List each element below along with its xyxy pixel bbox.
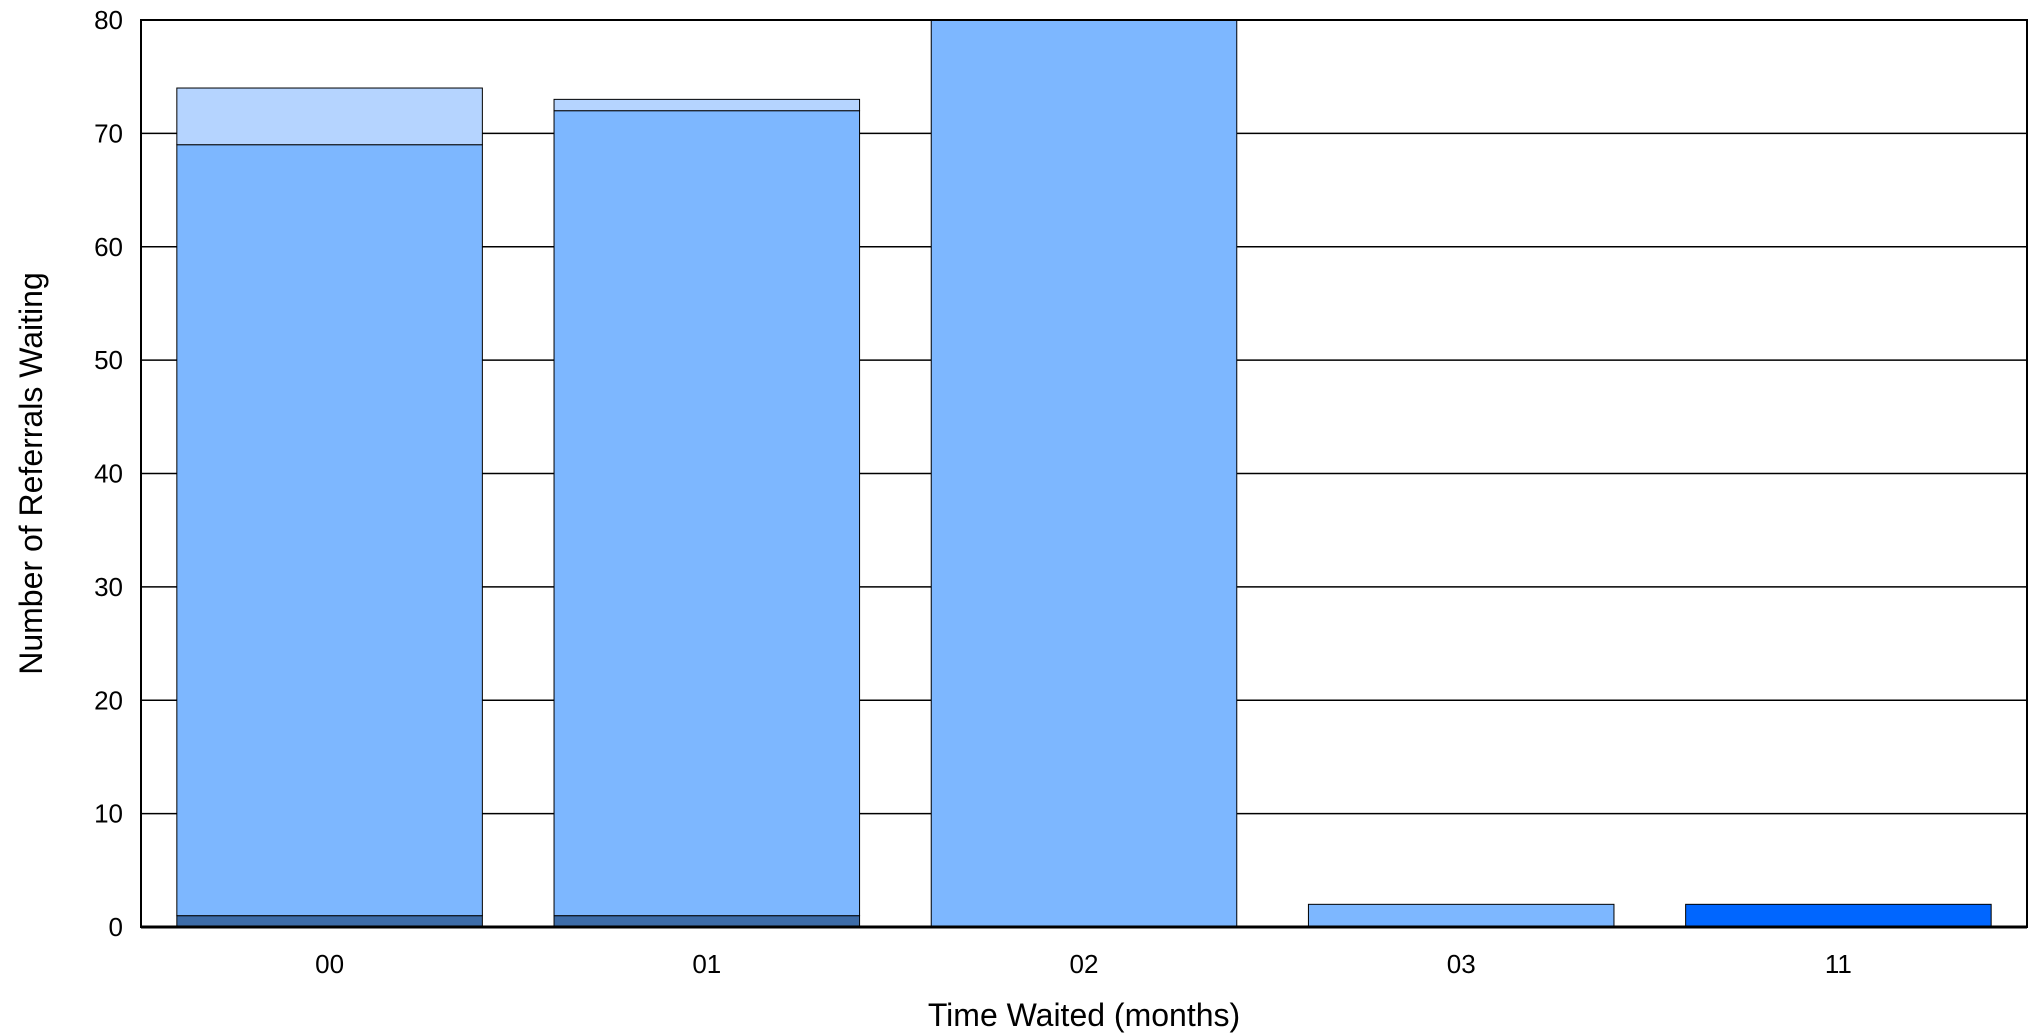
y-tick-labels: 0 10 20 30 40 50 60 70 80 (94, 5, 123, 942)
bar-segment-00-s2 (176, 87, 483, 146)
y-tick-label: 40 (94, 459, 123, 489)
bar-segment-01-s2 (553, 98, 861, 112)
bar-segment-11-s3 (1685, 903, 1992, 928)
bar-segment-01-s0 (553, 915, 861, 928)
bars (176, 19, 1992, 928)
bar-segment-01-s1 (553, 110, 861, 917)
y-tick-label: 10 (94, 799, 123, 829)
x-axis-title: Time Waited (months) (928, 997, 1240, 1033)
y-axis-title: Number of Referrals Waiting (13, 272, 49, 675)
y-tick-label: 0 (109, 912, 123, 942)
y-tick-label: 80 (94, 5, 123, 35)
y-tick-label: 60 (94, 232, 123, 262)
x-tick-label: 11 (1825, 949, 1852, 979)
bar-segment-03-s1 (1307, 903, 1615, 928)
x-tick-label: 02 (1070, 949, 1099, 979)
x-tick-labels: 00 01 02 03 11 (315, 949, 1852, 979)
x-tick-label: 00 (315, 949, 344, 979)
y-tick-label: 30 (94, 572, 123, 602)
y-tick-label: 70 (94, 118, 123, 148)
bar-segment-00-s1 (176, 144, 483, 917)
bar-segment-02-s1 (930, 19, 1238, 928)
x-tick-label: 01 (692, 949, 721, 979)
y-tick-label: 50 (94, 345, 123, 375)
bar-segment-00-s0 (176, 915, 483, 928)
y-tick-label: 20 (94, 685, 123, 715)
x-tick-label: 03 (1447, 949, 1476, 979)
